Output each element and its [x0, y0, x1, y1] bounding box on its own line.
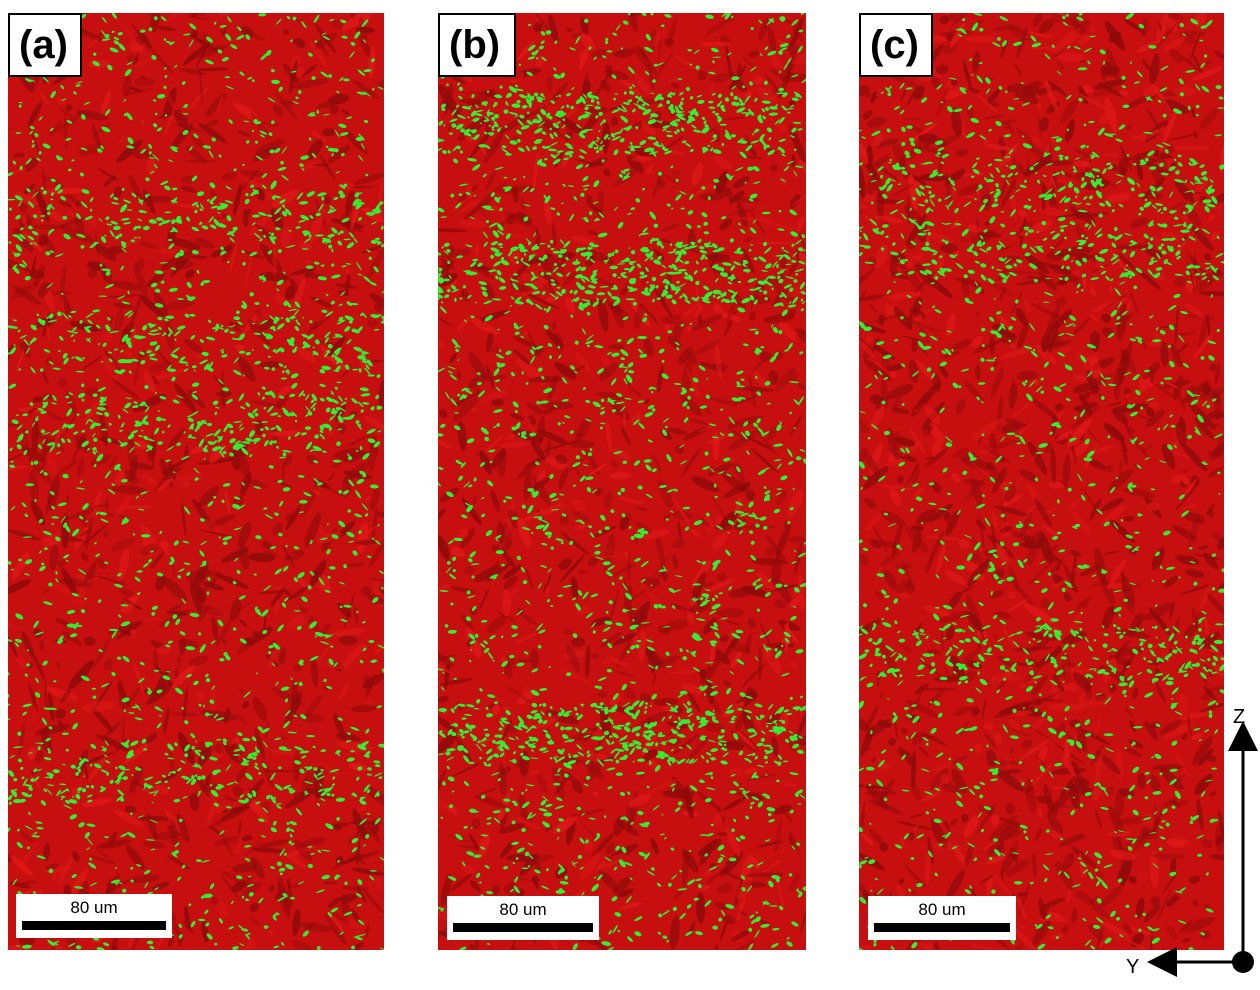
micrograph-panel-c: (c) 80 um	[859, 13, 1224, 950]
scale-bar-label-a: 80 um	[70, 898, 118, 917]
panel-label-b: (b)	[438, 13, 516, 77]
scale-bar-b: 80 um	[447, 896, 599, 940]
scale-bar-label-c: 80 um	[918, 900, 966, 919]
scale-bar-label-b: 80 um	[499, 900, 547, 919]
panel-label-a: (a)	[8, 13, 82, 77]
scale-bar-line-a	[22, 921, 166, 930]
micrograph-panel-a: (a) 80 um	[8, 13, 384, 950]
axis-label-y: Y	[1126, 956, 1140, 978]
scale-bar-line-c	[874, 923, 1010, 932]
origin-dot	[1232, 951, 1254, 973]
phase-map-a	[8, 13, 384, 950]
scale-bar-c: 80 um	[868, 896, 1016, 940]
scale-bar-a: 80 um	[16, 894, 172, 938]
micrograph-panel-b: (b) 80 um	[438, 13, 806, 950]
phase-map-c	[859, 13, 1224, 950]
axis-label-z: Z	[1233, 706, 1246, 728]
panel-label-c: (c)	[859, 13, 933, 77]
scale-bar-line-b	[453, 923, 593, 932]
coordinate-axes: Z Y	[1120, 700, 1260, 990]
phase-map-b	[438, 13, 806, 950]
